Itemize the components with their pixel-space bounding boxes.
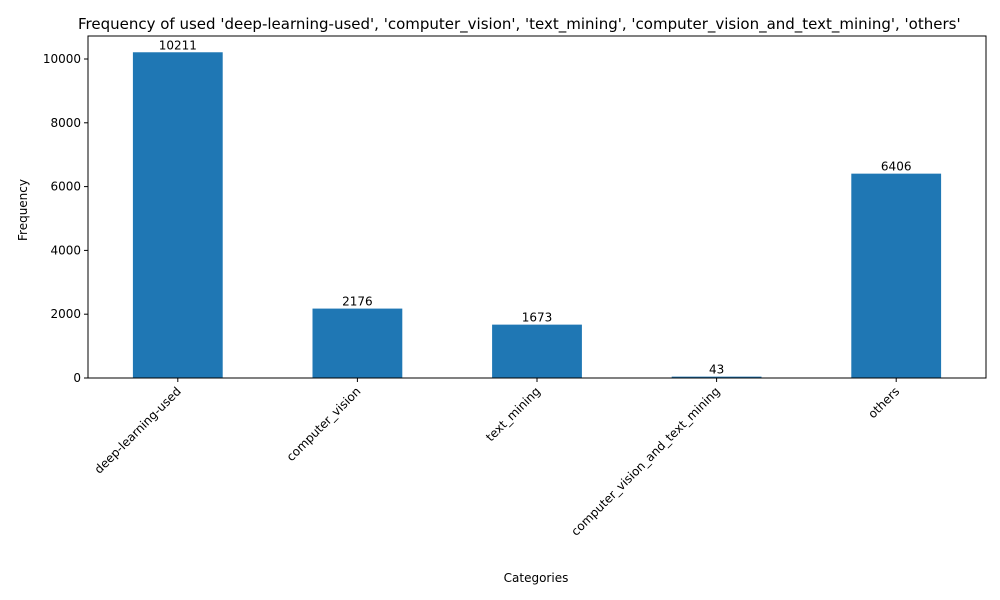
y-tick-label: 10000 — [43, 52, 81, 66]
chart-title: Frequency of used 'deep-learning-used', … — [78, 15, 961, 34]
x-tick-label: computer_vision_and_text_mining — [568, 384, 722, 538]
data-label: 6406 — [881, 160, 912, 174]
y-tick-label: 0 — [73, 371, 81, 385]
y-tick-label: 8000 — [50, 116, 81, 130]
plot-frame — [87, 35, 987, 379]
x-tick-label: computer_vision — [284, 384, 364, 464]
x-tick-label: text_mining — [483, 384, 543, 444]
data-label: 1673 — [522, 311, 553, 325]
bar — [671, 376, 762, 378]
bar — [851, 173, 942, 378]
data-label: 10211 — [159, 38, 197, 52]
y-tick-label: 2000 — [50, 307, 81, 321]
x-axis-label: Categories — [504, 571, 569, 585]
data-label: 43 — [709, 363, 724, 377]
plot-area: 10211 deep-learning-used 2176 computer_visi… — [43, 35, 987, 539]
y-axis-label: Frequency — [16, 179, 30, 241]
bar — [132, 52, 223, 378]
x-tick-label: deep-learning-used — [92, 384, 184, 476]
data-label: 2176 — [342, 295, 373, 309]
y-tick-label: 4000 — [50, 243, 81, 257]
x-tick-label: others — [865, 384, 902, 421]
bar — [312, 308, 403, 378]
y-tick-label: 6000 — [50, 180, 81, 194]
bar — [492, 324, 582, 378]
